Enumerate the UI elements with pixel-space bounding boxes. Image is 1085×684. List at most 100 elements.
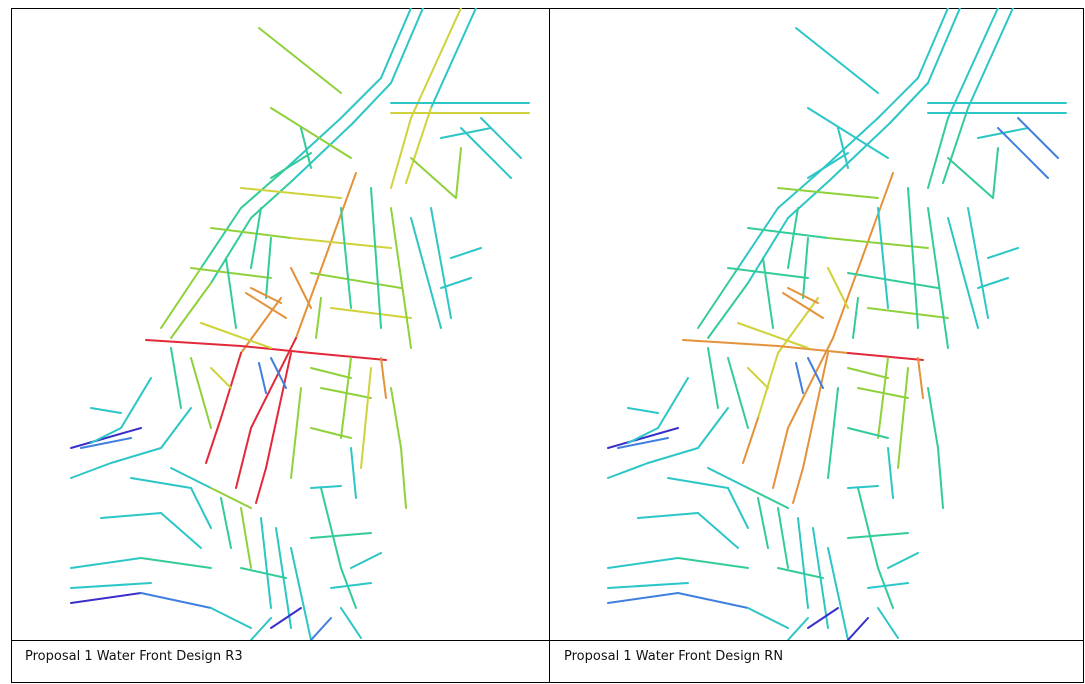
street-segment xyxy=(607,557,679,569)
street-segment xyxy=(350,447,357,499)
street-segment xyxy=(240,507,252,569)
street-segment xyxy=(280,117,342,174)
street-segment xyxy=(887,552,919,569)
street-segment xyxy=(90,427,122,444)
street-segment xyxy=(917,357,924,399)
street-segment xyxy=(240,297,282,354)
street-segment xyxy=(360,367,372,469)
street-segment xyxy=(747,227,829,239)
street-segment xyxy=(787,287,819,304)
street-segment xyxy=(927,117,949,189)
street-segment xyxy=(847,272,939,289)
street-segment xyxy=(697,407,729,449)
street-segment xyxy=(877,77,919,119)
street-segment xyxy=(190,487,212,529)
street-segment xyxy=(270,357,287,389)
street-segment xyxy=(777,187,879,199)
street-segment xyxy=(70,557,142,569)
street-segment xyxy=(120,377,152,429)
street-segment xyxy=(480,117,522,159)
street-segment xyxy=(607,427,679,449)
street-segment xyxy=(220,497,232,549)
street-segment xyxy=(290,387,302,479)
street-segment xyxy=(390,117,412,189)
street-segment xyxy=(947,8,999,119)
street-segment xyxy=(410,157,457,199)
street-segment xyxy=(757,352,779,419)
street-segment xyxy=(255,467,267,504)
street-segment xyxy=(440,277,472,289)
comparison-figure: Proposal 1 Water Front Design R3 Proposa… xyxy=(11,8,1084,683)
street-segment xyxy=(245,292,287,319)
street-segment xyxy=(772,427,789,489)
network-map-r3-svg xyxy=(70,8,530,640)
street-segment xyxy=(607,592,679,604)
street-segment xyxy=(310,272,402,289)
street-segment xyxy=(210,367,232,389)
street-segment xyxy=(889,82,929,124)
street-segment xyxy=(190,267,272,279)
street-segment xyxy=(817,117,879,174)
street-segment xyxy=(370,187,382,329)
street-segment xyxy=(300,127,312,169)
street-segment xyxy=(210,487,252,509)
street-segment xyxy=(637,512,699,519)
street-segment xyxy=(205,417,222,464)
street-segment xyxy=(827,547,849,640)
street-segment xyxy=(847,485,879,489)
street-segment xyxy=(992,147,999,199)
street-segment xyxy=(787,179,831,219)
street-segment xyxy=(140,557,212,569)
street-segment xyxy=(777,345,849,354)
street-segment xyxy=(997,127,1049,179)
street-segment xyxy=(737,207,779,269)
street-segment xyxy=(887,447,894,499)
street-segment xyxy=(802,237,809,299)
street-segment xyxy=(405,107,432,184)
street-segment xyxy=(240,345,312,354)
street-segment xyxy=(450,247,482,259)
street-segment xyxy=(330,582,372,589)
street-segment xyxy=(795,362,804,394)
street-segment xyxy=(942,107,969,184)
street-segment xyxy=(310,427,352,439)
street-segment xyxy=(340,207,352,309)
street-segment xyxy=(240,567,287,579)
street-segment xyxy=(832,172,894,339)
street-segment xyxy=(160,407,192,449)
caption-divider xyxy=(11,640,1084,641)
street-segment xyxy=(847,367,889,379)
street-segment xyxy=(70,427,142,449)
street-segment xyxy=(795,27,879,94)
street-segment xyxy=(977,277,1009,289)
street-segment xyxy=(847,617,869,640)
street-segment xyxy=(410,8,462,119)
street-segment xyxy=(827,267,849,309)
street-segment xyxy=(340,567,357,609)
street-segment xyxy=(837,127,849,169)
street-segment xyxy=(430,207,452,319)
street-segment xyxy=(877,567,894,609)
street-segment xyxy=(390,8,424,84)
street-segment xyxy=(265,237,272,299)
street-segment xyxy=(787,617,809,640)
street-segment xyxy=(967,207,989,319)
street-segment xyxy=(852,297,859,339)
street-segment xyxy=(460,127,512,179)
street-segment xyxy=(258,27,342,94)
street-segment xyxy=(260,517,272,609)
street-segment xyxy=(265,352,292,469)
street-segment xyxy=(100,512,162,519)
street-segment xyxy=(727,267,809,279)
street-segment xyxy=(330,307,412,319)
street-segment xyxy=(250,287,282,304)
street-segment xyxy=(320,487,342,569)
street-segment xyxy=(807,357,824,389)
street-segment xyxy=(762,257,774,329)
street-segment xyxy=(927,387,939,449)
street-segment xyxy=(400,447,407,509)
street-segment xyxy=(777,507,789,569)
street-segment xyxy=(707,282,749,339)
street-segment xyxy=(380,8,412,79)
street-segment xyxy=(987,247,1019,259)
